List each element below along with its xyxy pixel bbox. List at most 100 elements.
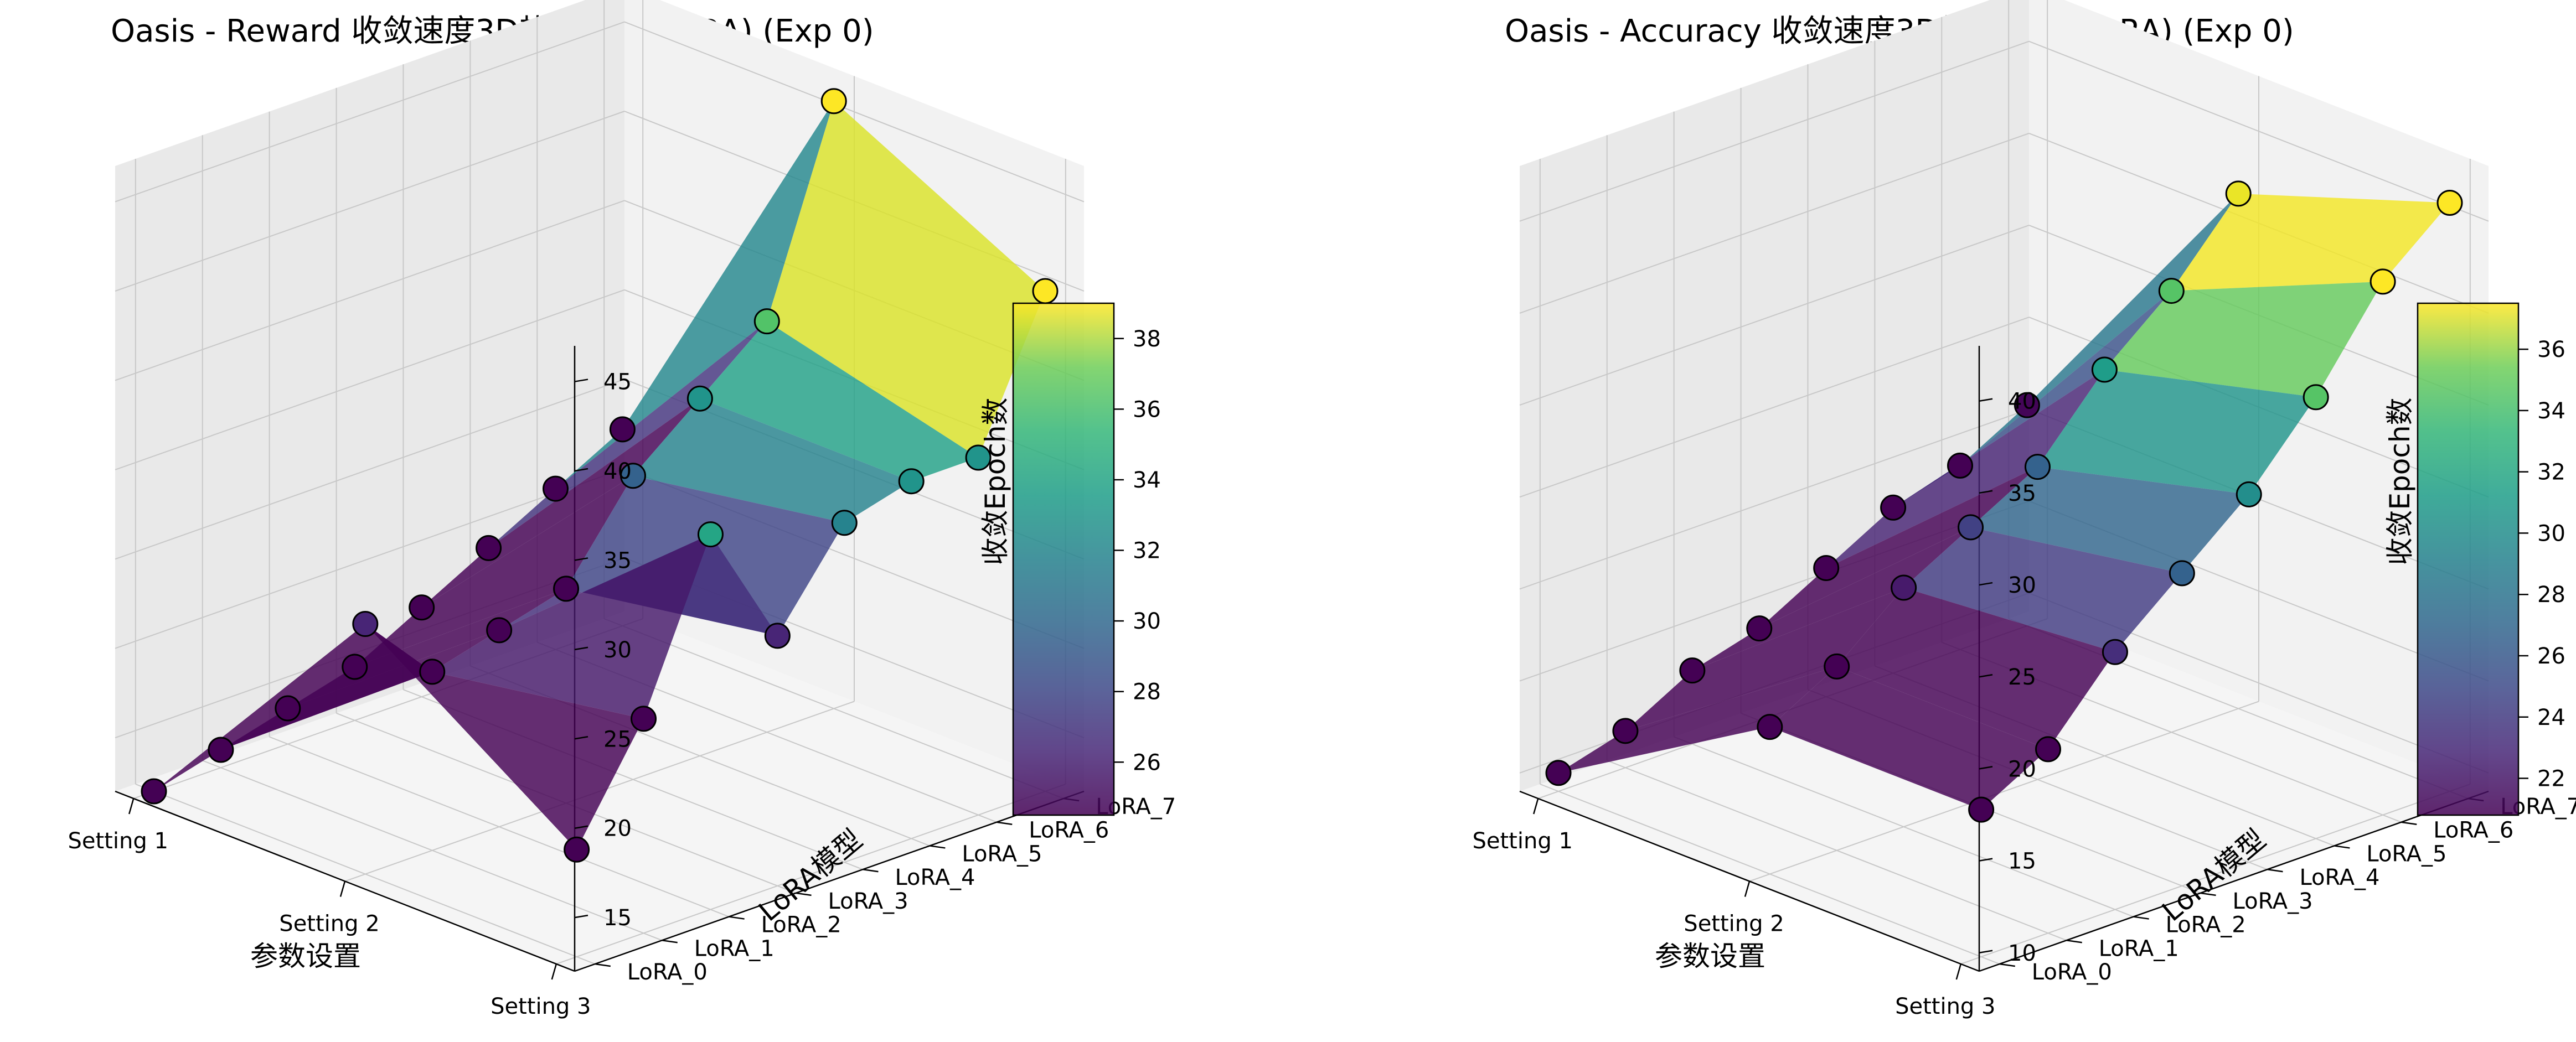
data-point — [1679, 657, 1706, 684]
z-tick-label: 35 — [603, 548, 632, 573]
data-point — [753, 308, 780, 335]
z-tick-label: 30 — [603, 637, 632, 663]
surface-patch — [2037, 369, 2316, 495]
y-tick-label: LoRA_3 — [2233, 889, 2313, 914]
data-point — [2024, 454, 2051, 480]
colorbar-tick-label: 24 — [2537, 705, 2565, 730]
y-tick-label: LoRA_6 — [2433, 818, 2513, 843]
data-point — [1880, 494, 1907, 521]
y-tick-label: LoRA_1 — [694, 936, 775, 961]
data-point — [564, 836, 590, 863]
data-point — [820, 88, 847, 115]
z-tick-mark — [574, 646, 588, 651]
data-point — [1891, 574, 1917, 601]
z-tick-mark — [574, 825, 588, 829]
z-gridline — [115, 200, 625, 381]
y-tick-label: LoRA_0 — [2032, 960, 2112, 985]
z-gridline — [1519, 225, 2030, 406]
z-gridline — [1519, 132, 2030, 314]
z-tick-mark — [574, 736, 588, 740]
y-tick-mark — [1999, 963, 2015, 967]
z-tick-mark — [1979, 490, 1993, 494]
x-tick-mark — [1532, 798, 1539, 815]
x-tick-label: Setting 1 — [1473, 828, 1573, 854]
y-gridline — [1607, 760, 2067, 941]
y-tick-mark — [997, 821, 1013, 825]
data-point — [141, 778, 167, 805]
colorbar-tick-label: 28 — [1133, 680, 1161, 705]
y-tick-label: LoRA_6 — [1029, 818, 1109, 843]
surface-patch — [1759, 466, 2038, 629]
y-tick-label: LoRA_2 — [761, 913, 842, 938]
colorbar-tick-label: 30 — [2537, 521, 2565, 546]
data-point — [409, 594, 435, 621]
z-tick-mark — [1979, 950, 1993, 953]
z-tick-mark — [1979, 674, 1993, 678]
data-point — [1968, 796, 1995, 823]
data-point — [542, 475, 569, 502]
data-points — [1545, 180, 2463, 823]
y-gridline — [135, 784, 596, 965]
z-axis-label: 收敛Epoch数 — [2384, 397, 2416, 565]
surface-patch — [1903, 527, 2182, 652]
data-point — [2303, 384, 2329, 411]
y-tick-label: LoRA_3 — [828, 889, 908, 914]
data-point — [342, 654, 368, 680]
y-tick-label: LoRA_4 — [895, 865, 975, 890]
z-gridline — [1519, 40, 2030, 222]
x-tick-label: Setting 3 — [1895, 994, 1995, 1019]
z-tick-label: 15 — [2008, 849, 2036, 874]
y-axis-line — [574, 790, 1085, 972]
surface-patch — [2171, 193, 2450, 291]
y-tick-label: LoRA_4 — [2299, 865, 2379, 890]
x-tick-label: Setting 3 — [491, 994, 591, 1019]
z-gridline — [2028, 40, 2489, 222]
surface-patch — [1625, 588, 1904, 731]
z-tick-mark — [1979, 766, 1993, 770]
y-tick-mark — [930, 845, 946, 849]
colorbar-tick-label: 22 — [2537, 766, 2565, 792]
colorbar-tick-label: 36 — [2537, 337, 2565, 362]
y-tick-label: LoRA_1 — [2099, 936, 2179, 961]
z-gridline — [115, 289, 625, 470]
y-tick-mark — [2200, 892, 2216, 896]
data-point — [697, 521, 724, 548]
data-point — [208, 737, 234, 763]
z-gridline — [1519, 317, 2030, 498]
surface-patch — [1970, 466, 2249, 573]
colorbar-tick-label: 34 — [2537, 398, 2565, 424]
data-point — [898, 468, 925, 495]
colorbar-tick-label: 26 — [1133, 750, 1161, 775]
colorbar-tick-label: 32 — [1133, 538, 1161, 564]
colorbar-tick-label: 38 — [1133, 326, 1161, 352]
x-tick-mark — [339, 881, 346, 897]
surface-patch — [767, 101, 1045, 458]
y-tick-mark — [863, 868, 879, 873]
data-point — [1813, 554, 1840, 581]
y-tick-label: LoRA_5 — [2366, 841, 2446, 867]
data-point — [2158, 278, 2185, 304]
y-tick-mark — [2133, 916, 2149, 920]
data-point — [2236, 481, 2262, 507]
x-tick-label: Setting 2 — [1684, 911, 1784, 937]
data-point — [476, 535, 502, 561]
data-point — [1958, 514, 1984, 541]
y-tick-label: LoRA_5 — [962, 841, 1042, 867]
z-tick-mark — [1979, 398, 1993, 402]
y-gridline — [202, 760, 663, 941]
y-tick-mark — [595, 963, 611, 967]
z-tick-mark — [574, 557, 588, 561]
surface-patch — [633, 398, 912, 523]
surface-patch — [2104, 281, 2383, 397]
data-point — [965, 444, 992, 471]
z-tick-mark — [1979, 858, 1993, 862]
surface-patch — [1558, 666, 1837, 773]
data-points — [141, 88, 1059, 863]
data-point — [486, 617, 513, 644]
data-point — [1612, 718, 1639, 744]
data-point — [2035, 736, 2062, 763]
data-point — [419, 659, 446, 685]
x-tick-mark — [128, 798, 135, 815]
y-gridline — [1540, 784, 2000, 965]
reward-plot: Oasis - Reward 收敛速度3D热力图 (8 LoRA) (Exp 0… — [68, 0, 1176, 1019]
